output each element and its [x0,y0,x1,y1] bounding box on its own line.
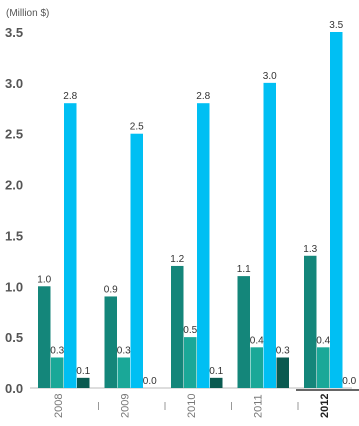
bar [197,103,210,388]
y-axis-unit-label: (Million $) [6,8,49,19]
x-tick-label: 2009 [120,394,132,418]
data-label: 1.1 [237,264,251,275]
bar [250,347,263,388]
x-tick-label: 2010 [186,394,198,418]
bar [304,255,317,388]
bar [210,377,223,388]
bar [263,82,276,388]
bar [330,32,343,388]
bar [51,357,64,388]
data-label: 1.3 [303,244,317,255]
data-label: 0.0 [143,376,157,387]
data-label: 0.5 [183,325,197,336]
data-label: 2.8 [63,91,77,102]
y-tick-label: 1.5 [5,228,23,243]
data-label: 3.5 [329,20,343,31]
data-label: 2.8 [196,91,210,102]
bar [171,265,184,388]
bar [64,103,77,388]
y-tick-label: 2.5 [5,127,23,142]
data-label: 0.3 [276,345,290,356]
y-axis-ticks: 0.0 0.5 1.0 1.5 2.0 2.5 3.0 3.5 [5,25,23,396]
x-tick-label: 2008 [53,394,65,418]
data-label: 0.4 [250,335,264,346]
y-tick-label: 3.5 [5,25,23,40]
y-tick-label: 0.5 [5,330,23,345]
data-label: 0.3 [117,345,131,356]
data-label: 0.1 [209,366,223,377]
data-label: 0.1 [76,366,90,377]
data-label: 1.2 [170,254,184,265]
y-tick-label: 0.0 [5,381,23,396]
data-label: 2.5 [130,122,144,133]
bars: 1.0 0.3 2.8 0.1 0.9 0.3 2.5 0.0 1.2 0.5 2.8 0.1 1.1 0… [37,20,357,388]
bar [184,337,197,388]
data-label: 0.3 [50,345,64,356]
x-tick-label: 2012 [319,394,331,418]
y-tick-label: 1.0 [5,279,23,294]
data-label: 1.0 [37,274,51,285]
bar [317,347,330,388]
bar [77,377,90,388]
bar [117,357,130,388]
data-label: 0.9 [104,284,118,295]
y-tick-label: 2.0 [5,178,23,193]
data-label: 0.0 [342,376,356,387]
bar [104,296,117,388]
x-axis-labels: 2008 2009 2010 2011 2012 [53,389,359,418]
y-tick-label: 3.0 [5,76,23,91]
data-label: 0.4 [316,335,330,346]
bar [237,276,250,388]
bar [38,286,51,388]
bar [130,133,143,388]
x-tick-label: 2011 [253,394,265,418]
bar [276,357,289,388]
data-label: 3.0 [263,71,277,82]
